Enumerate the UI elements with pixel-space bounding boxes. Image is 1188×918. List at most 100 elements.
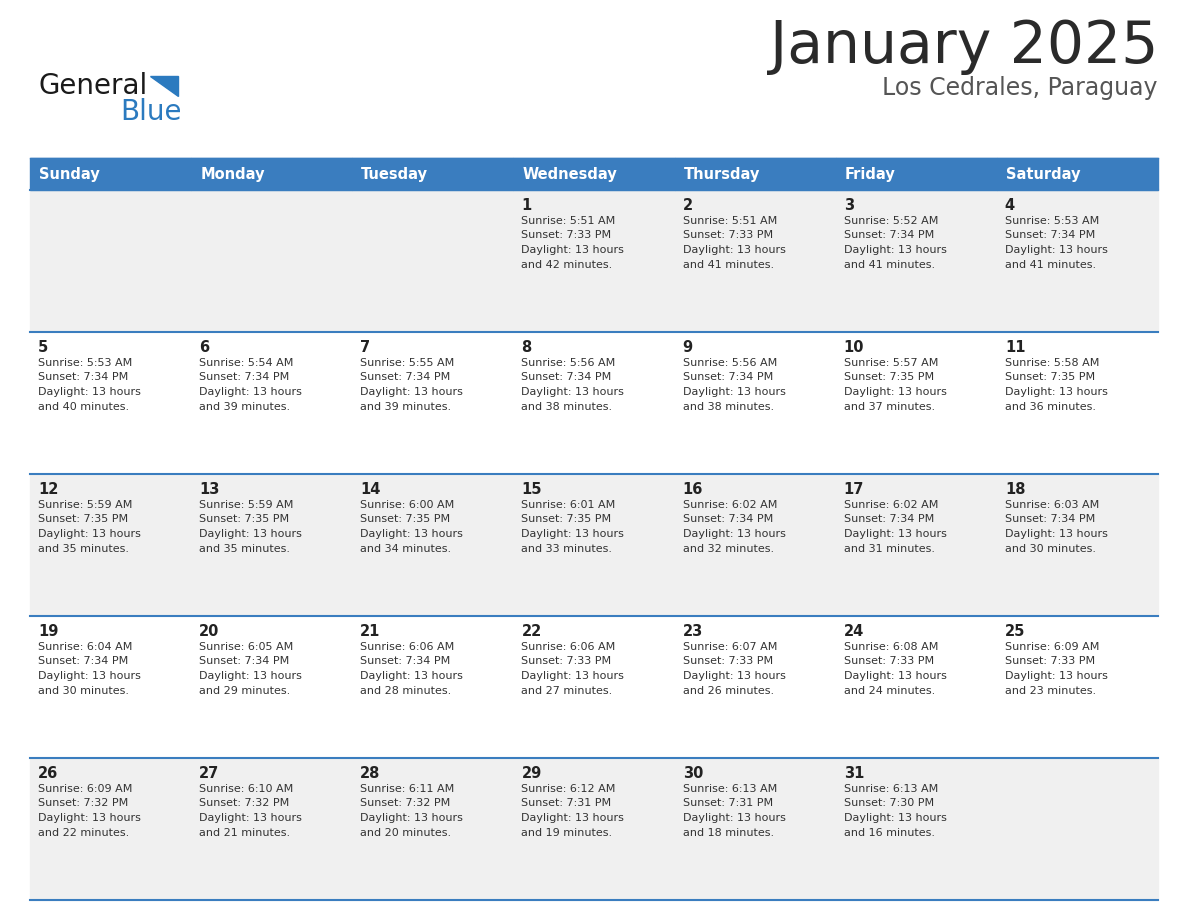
Text: and 35 minutes.: and 35 minutes. bbox=[38, 543, 129, 554]
Text: and 40 minutes.: and 40 minutes. bbox=[38, 401, 129, 411]
Text: and 38 minutes.: and 38 minutes. bbox=[683, 401, 773, 411]
Text: Los Cedrales, Paraguay: Los Cedrales, Paraguay bbox=[883, 76, 1158, 100]
Text: Sunrise: 5:56 AM: Sunrise: 5:56 AM bbox=[522, 358, 615, 368]
Text: and 30 minutes.: and 30 minutes. bbox=[38, 686, 129, 696]
Text: Sunrise: 5:55 AM: Sunrise: 5:55 AM bbox=[360, 358, 455, 368]
Text: Thursday: Thursday bbox=[683, 166, 760, 182]
Text: Sunset: 7:34 PM: Sunset: 7:34 PM bbox=[843, 230, 934, 241]
Text: Daylight: 13 hours: Daylight: 13 hours bbox=[200, 529, 302, 539]
Text: and 33 minutes.: and 33 minutes. bbox=[522, 543, 613, 554]
Text: Daylight: 13 hours: Daylight: 13 hours bbox=[360, 387, 463, 397]
Text: Sunset: 7:33 PM: Sunset: 7:33 PM bbox=[1005, 656, 1095, 666]
Text: Sunset: 7:32 PM: Sunset: 7:32 PM bbox=[38, 799, 128, 809]
Text: Sunset: 7:34 PM: Sunset: 7:34 PM bbox=[360, 656, 450, 666]
Polygon shape bbox=[150, 76, 178, 96]
Text: Daylight: 13 hours: Daylight: 13 hours bbox=[683, 387, 785, 397]
Text: Sunrise: 6:04 AM: Sunrise: 6:04 AM bbox=[38, 642, 132, 652]
Text: Sunset: 7:34 PM: Sunset: 7:34 PM bbox=[38, 656, 128, 666]
Text: Sunrise: 5:57 AM: Sunrise: 5:57 AM bbox=[843, 358, 939, 368]
Text: Daylight: 13 hours: Daylight: 13 hours bbox=[200, 671, 302, 681]
Text: Sunrise: 6:02 AM: Sunrise: 6:02 AM bbox=[683, 500, 777, 510]
Text: Sunrise: 5:54 AM: Sunrise: 5:54 AM bbox=[200, 358, 293, 368]
Text: 12: 12 bbox=[38, 482, 58, 497]
Text: Sunrise: 6:07 AM: Sunrise: 6:07 AM bbox=[683, 642, 777, 652]
Text: Sunset: 7:33 PM: Sunset: 7:33 PM bbox=[522, 656, 612, 666]
Text: and 41 minutes.: and 41 minutes. bbox=[1005, 260, 1097, 270]
Text: Sunrise: 6:13 AM: Sunrise: 6:13 AM bbox=[843, 784, 939, 794]
Text: Sunset: 7:34 PM: Sunset: 7:34 PM bbox=[1005, 514, 1095, 524]
Text: Daylight: 13 hours: Daylight: 13 hours bbox=[522, 813, 625, 823]
Text: 1: 1 bbox=[522, 198, 532, 213]
Text: Sunrise: 6:10 AM: Sunrise: 6:10 AM bbox=[200, 784, 293, 794]
Text: Sunset: 7:31 PM: Sunset: 7:31 PM bbox=[522, 799, 612, 809]
Text: Sunrise: 5:53 AM: Sunrise: 5:53 AM bbox=[38, 358, 132, 368]
Text: 2: 2 bbox=[683, 198, 693, 213]
Text: and 38 minutes.: and 38 minutes. bbox=[522, 401, 613, 411]
Text: 16: 16 bbox=[683, 482, 703, 497]
Text: Daylight: 13 hours: Daylight: 13 hours bbox=[843, 813, 947, 823]
Text: and 34 minutes.: and 34 minutes. bbox=[360, 543, 451, 554]
Text: January 2025: January 2025 bbox=[770, 18, 1158, 75]
Text: Sunrise: 5:53 AM: Sunrise: 5:53 AM bbox=[1005, 216, 1099, 226]
Text: and 16 minutes.: and 16 minutes. bbox=[843, 827, 935, 837]
Text: Sunset: 7:34 PM: Sunset: 7:34 PM bbox=[1005, 230, 1095, 241]
Bar bbox=[30, 158, 191, 190]
Bar bbox=[30, 332, 1158, 474]
Text: and 18 minutes.: and 18 minutes. bbox=[683, 827, 773, 837]
Text: Sunrise: 5:59 AM: Sunrise: 5:59 AM bbox=[200, 500, 293, 510]
Text: 26: 26 bbox=[38, 766, 58, 781]
Text: Daylight: 13 hours: Daylight: 13 hours bbox=[38, 529, 141, 539]
Text: 30: 30 bbox=[683, 766, 703, 781]
Text: and 37 minutes.: and 37 minutes. bbox=[843, 401, 935, 411]
Text: Daylight: 13 hours: Daylight: 13 hours bbox=[843, 245, 947, 255]
Text: 17: 17 bbox=[843, 482, 864, 497]
Text: and 30 minutes.: and 30 minutes. bbox=[1005, 543, 1095, 554]
Text: and 31 minutes.: and 31 minutes. bbox=[843, 543, 935, 554]
Text: Sunset: 7:34 PM: Sunset: 7:34 PM bbox=[683, 373, 773, 383]
Text: Sunset: 7:33 PM: Sunset: 7:33 PM bbox=[683, 656, 772, 666]
Text: Sunset: 7:35 PM: Sunset: 7:35 PM bbox=[200, 514, 289, 524]
Text: and 39 minutes.: and 39 minutes. bbox=[360, 401, 451, 411]
Text: Daylight: 13 hours: Daylight: 13 hours bbox=[360, 529, 463, 539]
Text: Sunrise: 5:56 AM: Sunrise: 5:56 AM bbox=[683, 358, 777, 368]
Text: 8: 8 bbox=[522, 340, 532, 355]
Text: 21: 21 bbox=[360, 624, 380, 639]
Text: Sunrise: 6:06 AM: Sunrise: 6:06 AM bbox=[360, 642, 455, 652]
Text: Saturday: Saturday bbox=[1006, 166, 1080, 182]
Text: Sunrise: 6:12 AM: Sunrise: 6:12 AM bbox=[522, 784, 615, 794]
Text: 27: 27 bbox=[200, 766, 220, 781]
Text: Daylight: 13 hours: Daylight: 13 hours bbox=[843, 671, 947, 681]
Text: Daylight: 13 hours: Daylight: 13 hours bbox=[200, 813, 302, 823]
Bar bbox=[675, 158, 835, 190]
Text: Daylight: 13 hours: Daylight: 13 hours bbox=[522, 529, 625, 539]
Text: Daylight: 13 hours: Daylight: 13 hours bbox=[843, 529, 947, 539]
Text: Sunset: 7:33 PM: Sunset: 7:33 PM bbox=[683, 230, 772, 241]
Text: 6: 6 bbox=[200, 340, 209, 355]
Text: Sunset: 7:34 PM: Sunset: 7:34 PM bbox=[38, 373, 128, 383]
Text: and 29 minutes.: and 29 minutes. bbox=[200, 686, 290, 696]
Text: Sunrise: 6:00 AM: Sunrise: 6:00 AM bbox=[360, 500, 455, 510]
Text: Sunset: 7:34 PM: Sunset: 7:34 PM bbox=[843, 514, 934, 524]
Text: Sunset: 7:35 PM: Sunset: 7:35 PM bbox=[38, 514, 128, 524]
Text: Blue: Blue bbox=[120, 98, 182, 126]
Text: Sunset: 7:35 PM: Sunset: 7:35 PM bbox=[360, 514, 450, 524]
Text: Daylight: 13 hours: Daylight: 13 hours bbox=[38, 387, 141, 397]
Text: Daylight: 13 hours: Daylight: 13 hours bbox=[360, 671, 463, 681]
Text: Daylight: 13 hours: Daylight: 13 hours bbox=[522, 671, 625, 681]
Text: Sunset: 7:32 PM: Sunset: 7:32 PM bbox=[360, 799, 450, 809]
Text: Tuesday: Tuesday bbox=[361, 166, 429, 182]
Text: and 28 minutes.: and 28 minutes. bbox=[360, 686, 451, 696]
Text: Sunrise: 6:08 AM: Sunrise: 6:08 AM bbox=[843, 642, 939, 652]
Text: Sunset: 7:31 PM: Sunset: 7:31 PM bbox=[683, 799, 772, 809]
Text: and 42 minutes.: and 42 minutes. bbox=[522, 260, 613, 270]
Bar bbox=[30, 474, 1158, 616]
Text: Sunset: 7:34 PM: Sunset: 7:34 PM bbox=[360, 373, 450, 383]
Text: Daylight: 13 hours: Daylight: 13 hours bbox=[683, 245, 785, 255]
Text: 20: 20 bbox=[200, 624, 220, 639]
Text: and 21 minutes.: and 21 minutes. bbox=[200, 827, 290, 837]
Text: Sunset: 7:34 PM: Sunset: 7:34 PM bbox=[522, 373, 612, 383]
Text: Daylight: 13 hours: Daylight: 13 hours bbox=[1005, 387, 1107, 397]
Text: and 22 minutes.: and 22 minutes. bbox=[38, 827, 129, 837]
Text: 3: 3 bbox=[843, 198, 854, 213]
Text: and 27 minutes.: and 27 minutes. bbox=[522, 686, 613, 696]
